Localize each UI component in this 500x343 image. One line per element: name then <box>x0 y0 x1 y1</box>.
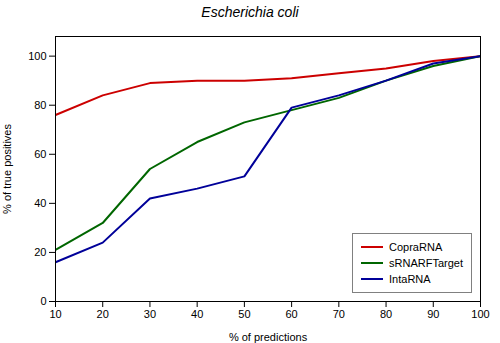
svg-text:100: 100 <box>471 308 489 320</box>
html-text:IntaRNA: IntaRNA <box>389 273 431 285</box>
svg-text:80: 80 <box>34 99 46 111</box>
svg-text:0: 0 <box>40 295 46 307</box>
html-text:Escherichia coli: Escherichia coli <box>201 4 299 20</box>
svg-text:40: 40 <box>34 197 46 209</box>
html-text:CopraRNA: CopraRNA <box>389 241 443 253</box>
svg-text:% of true positives: % of true positives <box>1 124 13 214</box>
svg-text:80: 80 <box>380 308 392 320</box>
svg-text:100: 100 <box>28 50 46 62</box>
svg-text:40: 40 <box>191 308 203 320</box>
svg-text:60: 60 <box>34 148 46 160</box>
svg-text:10: 10 <box>49 308 61 320</box>
svg-text:70: 70 <box>333 308 345 320</box>
svg-text:60: 60 <box>285 308 297 320</box>
svg-text:50: 50 <box>238 308 250 320</box>
svg-text:% of predictions: % of predictions <box>229 331 308 343</box>
svg-text:90: 90 <box>427 308 439 320</box>
html-text:sRNARFTarget: sRNARFTarget <box>389 257 463 269</box>
svg-text:20: 20 <box>97 308 109 320</box>
svg-text:30: 30 <box>144 308 156 320</box>
svg-text:20: 20 <box>34 246 46 258</box>
